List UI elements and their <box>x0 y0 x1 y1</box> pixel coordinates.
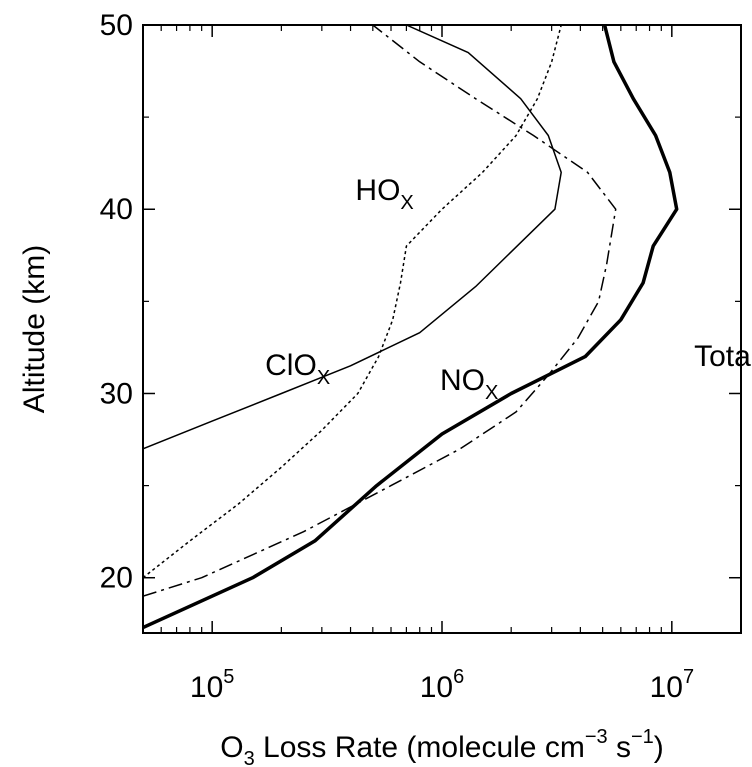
x-axis-title: O3 Loss Rate (molecule cm−3 s−1) <box>220 726 664 767</box>
x-axis-title-suffix: ) <box>654 731 664 764</box>
x-tick-label: 107 <box>650 666 695 704</box>
y-tick-label: 20 <box>100 562 133 595</box>
plot-frame <box>142 24 742 634</box>
annotation-no: NOX <box>440 364 498 404</box>
series-line-clo <box>143 25 562 450</box>
x-tick-label: 105 <box>190 666 235 704</box>
y-tick-label: 50 <box>100 9 133 42</box>
y-axis-title: Altitude (km) <box>18 245 51 413</box>
series-layer <box>143 25 679 630</box>
annotation-clo: ClOX <box>265 349 330 389</box>
series-line-ho <box>143 25 562 579</box>
series-line-total <box>143 25 679 630</box>
x-axis-title-prefix: O <box>220 731 243 764</box>
y-tick-label: 40 <box>100 193 133 226</box>
x-tick-label: 106 <box>420 666 465 704</box>
x-axis-title-sup2: −1 <box>631 726 654 748</box>
x-axis-title-mid: s <box>608 731 631 764</box>
annotation-layer: HOX ClOX NOX Total <box>265 174 752 404</box>
x-axis-title-sup1: −3 <box>585 726 608 748</box>
x-axis-title-prefix-sub: 3 <box>244 748 255 767</box>
tick-layer: 20 30 40 50 105 106 107 <box>100 9 742 704</box>
x-axis-title-main: Loss Rate (molecule cm <box>255 731 585 764</box>
series-line-no <box>143 25 617 597</box>
annotation-ho: HOX <box>355 174 413 214</box>
annotation-total: Total <box>694 340 752 373</box>
y-tick-label: 30 <box>100 377 133 410</box>
